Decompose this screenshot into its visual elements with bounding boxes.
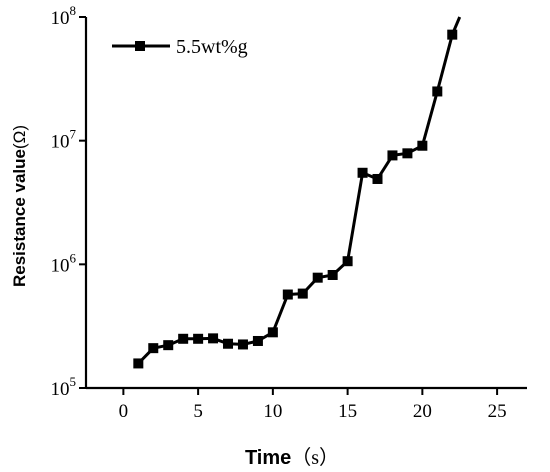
x-tick-label: 20 xyxy=(413,401,432,422)
x-tick-label: 0 xyxy=(119,401,129,422)
x-tick-label: 15 xyxy=(338,401,357,422)
y-tick-base: 10 xyxy=(51,132,70,153)
x-tick-label: 25 xyxy=(488,401,507,422)
data-point xyxy=(327,269,338,280)
data-point xyxy=(447,29,458,40)
x-tick-label: 10 xyxy=(263,401,282,422)
x-axis-unit: （s） xyxy=(291,446,339,469)
y-tick-exponent: 7 xyxy=(70,127,77,142)
y-tick-exponent: 8 xyxy=(70,3,77,18)
svg-text:Time（s）: Time（s） xyxy=(245,446,339,469)
x-tick-label: 5 xyxy=(193,401,203,422)
y-tick-exponent: 6 xyxy=(70,250,77,265)
y-tick-base: 10 xyxy=(51,379,70,400)
data-point xyxy=(312,272,323,283)
data-point xyxy=(387,150,398,161)
x-axis-title: Time（s） xyxy=(245,446,339,469)
data-point xyxy=(432,86,443,97)
data-point xyxy=(148,343,159,354)
y-tick-exponent: 5 xyxy=(70,374,77,389)
data-point xyxy=(267,327,278,338)
y-tick-base: 10 xyxy=(51,8,70,29)
y-tick-base: 10 xyxy=(51,255,70,276)
data-point xyxy=(193,333,204,344)
data-point xyxy=(342,256,353,267)
x-axis-label: Time xyxy=(245,447,291,469)
legend-marker xyxy=(135,41,145,51)
data-point xyxy=(237,339,248,350)
axes xyxy=(79,16,527,395)
data-point xyxy=(297,288,308,299)
y-tick-label: 105 xyxy=(51,374,77,400)
data-point xyxy=(417,140,428,151)
data-point xyxy=(357,167,368,178)
data-point xyxy=(208,333,219,344)
y-axis-label: Resistance value xyxy=(10,149,29,287)
data-point xyxy=(402,148,413,159)
data-point xyxy=(372,173,383,184)
y-tick-label: 107 xyxy=(51,127,77,153)
data-point xyxy=(223,338,234,349)
data-point xyxy=(252,335,263,346)
y-axis-title: Resistance value(Ω) xyxy=(10,125,29,287)
data-point xyxy=(282,289,293,300)
legend-label: 5.5wt%g xyxy=(176,36,248,58)
data-point xyxy=(178,333,189,344)
series-line xyxy=(137,16,462,365)
data-point xyxy=(163,340,174,351)
data-point xyxy=(133,358,144,369)
legend: 5.5wt%g xyxy=(112,36,248,58)
y-axis-unit: (Ω) xyxy=(10,125,29,149)
y-tick-label: 106 xyxy=(51,250,77,276)
svg-text:Resistance value(Ω): Resistance value(Ω) xyxy=(10,125,29,287)
y-tick-label: 108 xyxy=(51,3,77,29)
plot-area xyxy=(133,16,462,369)
